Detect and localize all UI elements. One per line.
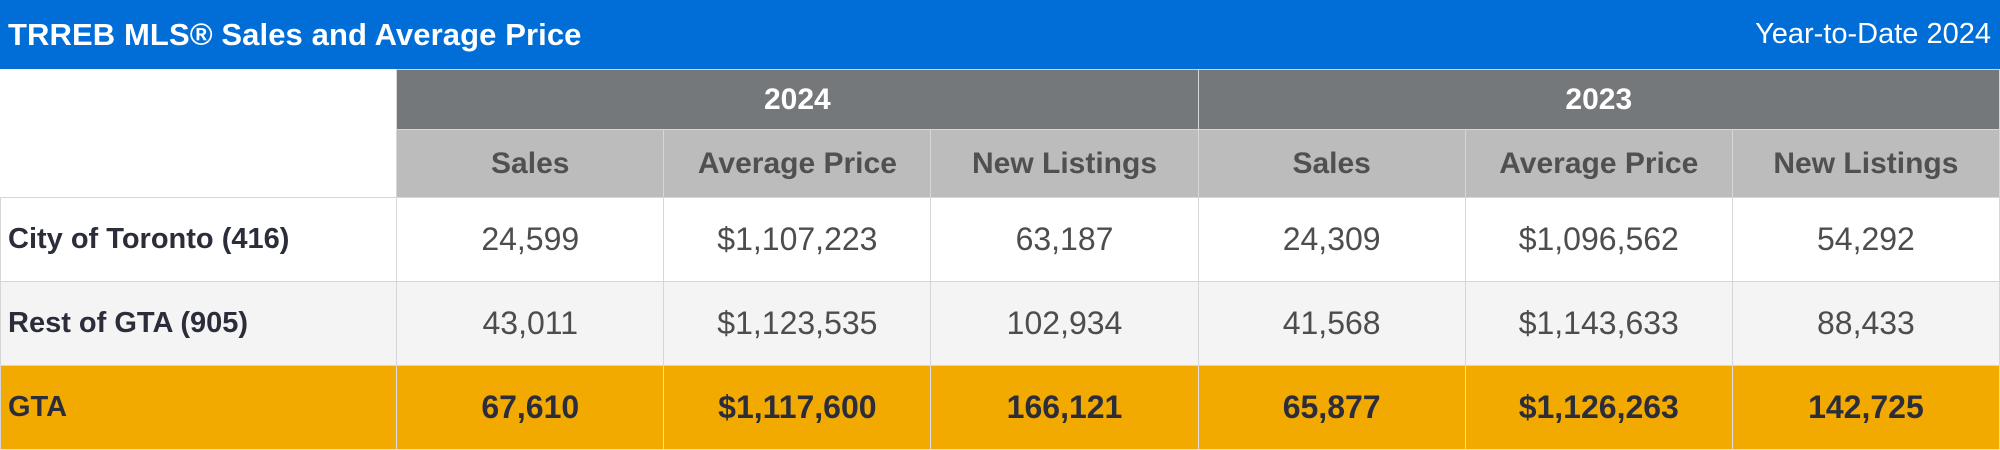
- metric-header-new-listings-2023: New Listings: [1731, 129, 2000, 198]
- cell-new-listings-2023: 54,292: [1731, 197, 2000, 282]
- cell-avg-price-2024: $1,123,535: [663, 281, 932, 366]
- cell-sales-2023: 65,877: [1197, 365, 1466, 450]
- total-row: GTA 67,610 $1,117,600 166,121 65,877 $1,…: [0, 365, 2000, 450]
- page-title: TRREB MLS® Sales and Average Price: [8, 16, 582, 52]
- title-bar: TRREB MLS® Sales and Average Price Year-…: [0, 0, 2000, 69]
- year-header-2024: 2024: [396, 69, 1199, 130]
- metric-header-sales-2024: Sales: [396, 129, 665, 198]
- cell-sales-2023: 24,309: [1197, 197, 1466, 282]
- metric-header-avg-price-2023: Average Price: [1464, 129, 1733, 198]
- metric-header-row: Sales Average Price New Listings Sales A…: [1, 129, 2000, 198]
- table-row: Rest of GTA (905) 43,011 $1,123,535 102,…: [0, 281, 2000, 366]
- cell-new-listings-2023: 88,433: [1731, 281, 2000, 366]
- cell-avg-price-2024: $1,107,223: [663, 197, 932, 282]
- year-header-2023: 2023: [1197, 69, 2000, 130]
- metric-header-sales-2023: Sales: [1197, 129, 1466, 198]
- cell-sales-2023: 41,568: [1197, 281, 1466, 366]
- cell-avg-price-2024: $1,117,600: [663, 365, 932, 450]
- cell-sales-2024: 43,011: [396, 281, 665, 366]
- row-label-gta: GTA: [0, 365, 398, 450]
- period-label: Year-to-Date 2024: [1755, 18, 1991, 50]
- year-header-row: 2024 2023: [0, 69, 2000, 198]
- cell-new-listings-2024: 63,187: [930, 197, 1199, 282]
- cell-sales-2024: 67,610: [396, 365, 665, 450]
- row-label-rest-of-gta: Rest of GTA (905): [0, 281, 398, 366]
- cell-avg-price-2023: $1,126,263: [1464, 365, 1733, 450]
- blank-corner-cell: [0, 69, 398, 198]
- table-row: City of Toronto (416) 24,599 $1,107,223 …: [0, 197, 2000, 282]
- cell-avg-price-2023: $1,096,562: [1464, 197, 1733, 282]
- cell-new-listings-2024: 102,934: [930, 281, 1199, 366]
- cell-new-listings-2023: 142,725: [1731, 365, 2000, 450]
- metric-header-new-listings-2024: New Listings: [930, 129, 1199, 198]
- cell-new-listings-2024: 166,121: [930, 365, 1199, 450]
- metric-header-avg-price-2024: Average Price: [663, 129, 932, 198]
- cell-avg-price-2023: $1,143,633: [1464, 281, 1733, 366]
- cell-sales-2024: 24,599: [396, 197, 665, 282]
- row-label-toronto: City of Toronto (416): [0, 197, 398, 282]
- sales-table: 2024 2023 Sales Average Price New Listin…: [0, 69, 2000, 450]
